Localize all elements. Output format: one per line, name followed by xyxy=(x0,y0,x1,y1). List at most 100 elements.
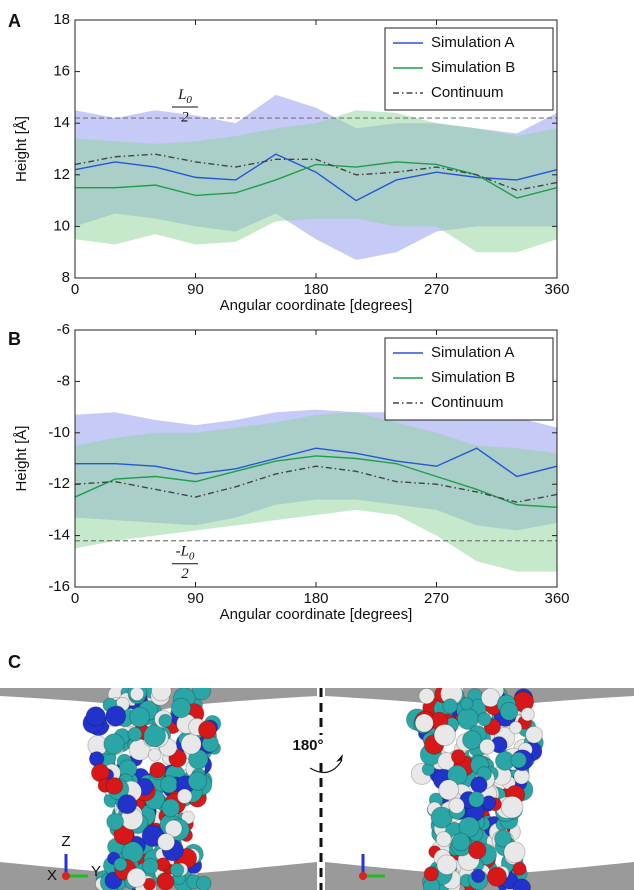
atom xyxy=(113,857,128,872)
rotation-arrowhead xyxy=(336,754,343,762)
axis-label: X xyxy=(47,867,57,884)
x-tick-label: 360 xyxy=(544,590,569,607)
y-tick-label: -8 xyxy=(57,372,70,389)
atom xyxy=(477,712,492,727)
atom xyxy=(458,816,480,838)
atom xyxy=(503,841,526,864)
x-tick-label: 0 xyxy=(71,281,79,298)
label-bg xyxy=(288,735,330,757)
atom xyxy=(192,688,212,701)
atom xyxy=(176,788,193,805)
atom xyxy=(161,798,181,818)
y-tick-label: -12 xyxy=(48,475,70,492)
atom xyxy=(158,713,173,728)
atom xyxy=(164,819,183,838)
atom xyxy=(448,797,465,814)
atom xyxy=(170,697,192,719)
y-tick-label: 16 xyxy=(53,63,70,80)
series-line xyxy=(74,153,558,202)
atom xyxy=(450,749,466,765)
atom xyxy=(460,697,474,711)
atom xyxy=(433,723,457,747)
series-line xyxy=(74,465,558,503)
y-tick-label: 12 xyxy=(53,166,70,183)
atom xyxy=(105,777,124,795)
atom xyxy=(106,812,125,831)
atom xyxy=(143,724,167,748)
atom xyxy=(512,878,532,890)
atom xyxy=(180,733,202,755)
atom xyxy=(197,720,217,740)
legend-box xyxy=(384,27,554,111)
atom xyxy=(468,791,485,808)
legend-label: Continuum xyxy=(431,394,504,411)
y-tick-label: -14 xyxy=(48,527,70,544)
atom xyxy=(500,795,524,819)
atom xyxy=(160,775,179,794)
panel-label: C xyxy=(8,652,21,672)
x-tick-label: 0 xyxy=(71,590,79,607)
rotation-label: 180° xyxy=(292,737,323,754)
atom xyxy=(435,831,452,848)
legend-label: Simulation B xyxy=(431,59,515,76)
x-tick-label: 270 xyxy=(424,590,449,607)
x-tick-label: 270 xyxy=(424,281,449,298)
atom xyxy=(149,761,167,779)
atom xyxy=(423,866,439,882)
x-tick-label: 180 xyxy=(303,281,328,298)
atom xyxy=(156,872,175,890)
y-tick-label: -16 xyxy=(48,578,70,595)
atom xyxy=(442,698,458,714)
series-line xyxy=(74,153,558,192)
atom xyxy=(195,875,212,890)
legend-label: Continuum xyxy=(431,84,504,101)
atom xyxy=(127,726,143,742)
atom xyxy=(85,706,106,727)
x-tick-label: 180 xyxy=(303,590,328,607)
atom xyxy=(181,810,195,825)
y-tick-label: 10 xyxy=(53,217,70,234)
axis-label: Y xyxy=(91,863,101,880)
atom xyxy=(520,707,535,722)
rotation-arrow xyxy=(309,759,343,774)
y-tick-label: -10 xyxy=(48,424,70,441)
atom xyxy=(117,794,138,815)
x-tick-label: 90 xyxy=(187,590,204,607)
annotation-subscript: 0 xyxy=(186,94,192,106)
panel-label: A xyxy=(8,11,21,31)
y-axis-label: Height [Å] xyxy=(13,426,30,492)
atom xyxy=(103,733,125,755)
y-tick-label: -6 xyxy=(57,321,70,338)
atom xyxy=(150,688,172,702)
atom xyxy=(494,829,512,848)
atom xyxy=(157,833,176,852)
atom xyxy=(129,688,145,702)
y-tick-label: 18 xyxy=(53,11,70,28)
y-tick-label: 14 xyxy=(53,114,70,131)
atom xyxy=(510,751,528,769)
y-tick-label: 8 xyxy=(62,269,70,286)
legend-label: Simulation A xyxy=(431,34,514,51)
atom xyxy=(129,706,151,728)
axis-x xyxy=(359,872,367,880)
atom xyxy=(512,861,527,876)
y-axis-label: Height [Å] xyxy=(13,116,30,182)
x-axis-label: Angular coordinate [degrees] xyxy=(220,297,413,314)
annotation: -L0 xyxy=(176,544,195,562)
legend-label: Simulation B xyxy=(431,369,515,386)
atom xyxy=(142,857,159,875)
atom xyxy=(105,705,127,727)
x-tick-label: 90 xyxy=(187,281,204,298)
annotation-subscript: 0 xyxy=(189,550,195,562)
confidence-band xyxy=(75,110,557,253)
confidence-band xyxy=(75,412,557,572)
series-line xyxy=(74,455,558,509)
atom xyxy=(418,688,435,705)
atom xyxy=(470,776,488,794)
atom xyxy=(126,867,147,888)
annotation-symbol: L xyxy=(177,87,186,103)
atom xyxy=(169,862,185,878)
annotation-denominator: 2 xyxy=(181,566,189,582)
molecule-image xyxy=(0,688,634,890)
